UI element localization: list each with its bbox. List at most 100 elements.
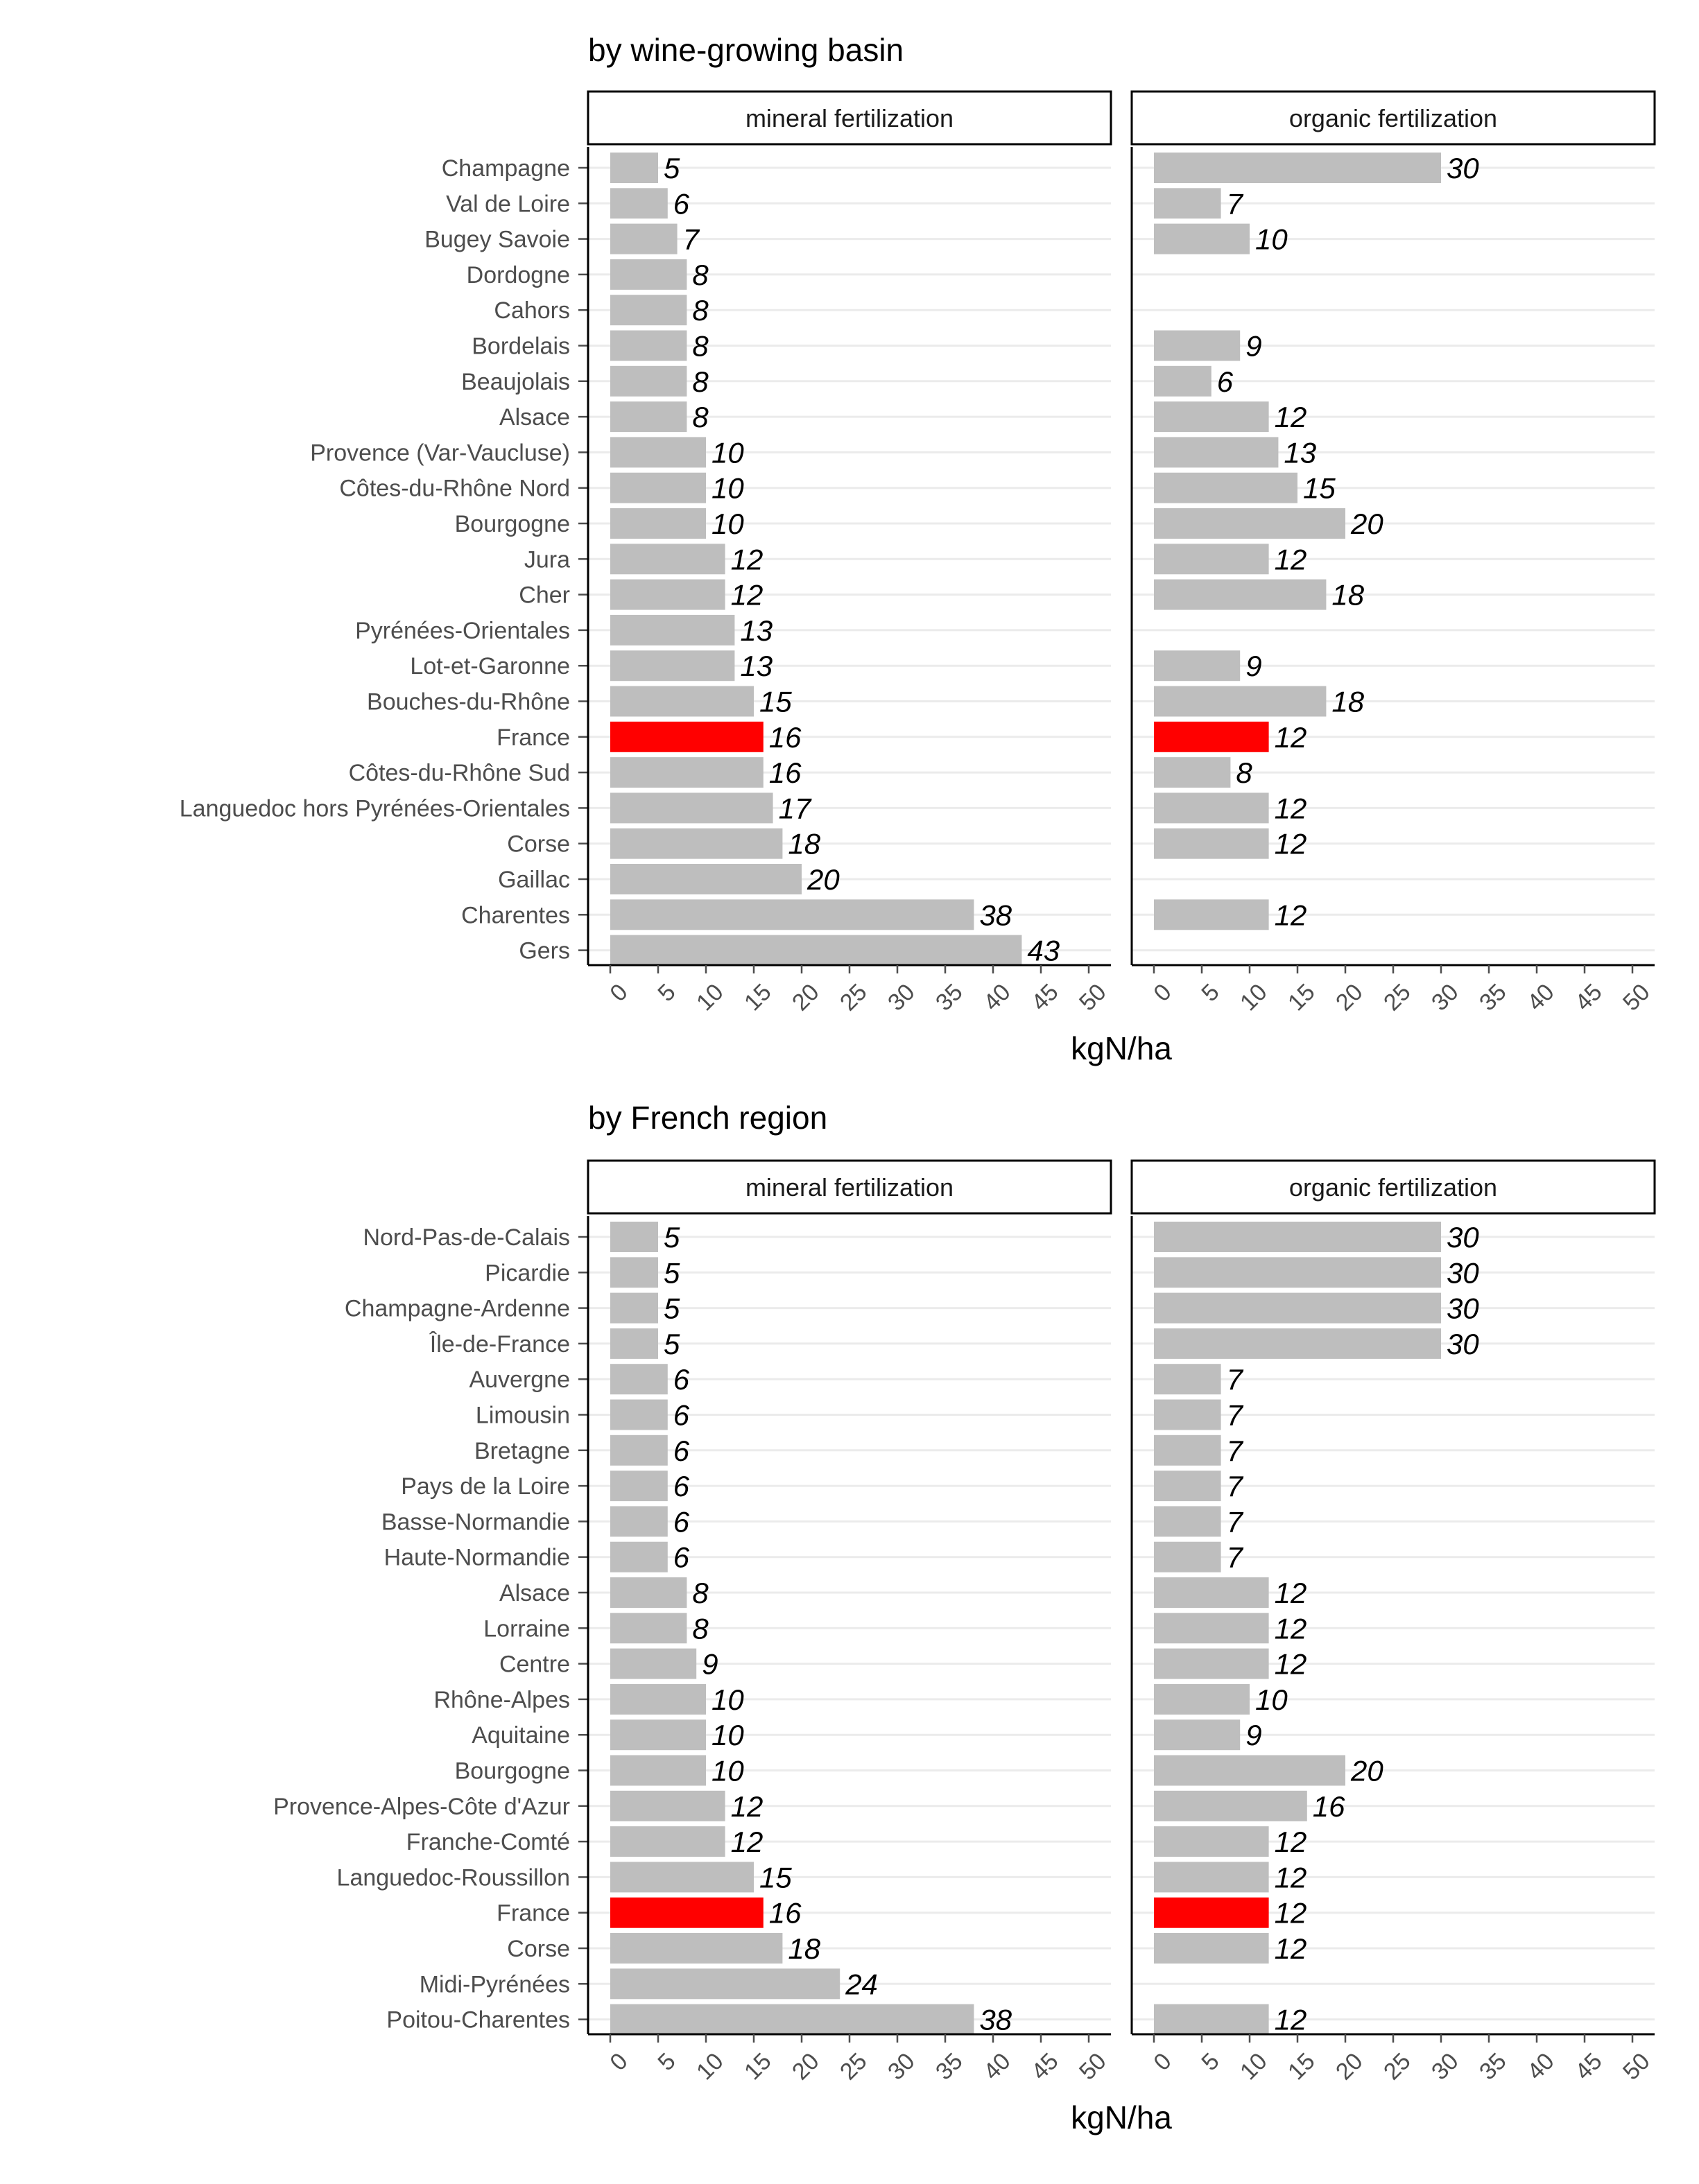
category-label: Provence (Var-Vaucluse) — [310, 440, 570, 466]
bar — [610, 935, 1022, 966]
data-label: 13 — [740, 650, 773, 682]
bar — [610, 1826, 725, 1857]
chart-title: by French region — [588, 1100, 827, 1136]
chart-0: by wine-growing basin Champagne Val de Loi… — [180, 32, 1656, 1066]
data-label: 15 — [1303, 472, 1336, 505]
category-label: Gers — [519, 938, 570, 964]
category-label: Côtes-du-Rhône Nord — [339, 476, 570, 502]
category-label: Languedoc-Roussillon — [337, 1864, 570, 1891]
bar — [1154, 2004, 1269, 2035]
x-tick-label: 45 — [1570, 2048, 1607, 2086]
x-tick-label: 5 — [653, 2048, 680, 2076]
bar — [610, 1222, 658, 1252]
category-label: Val de Loire — [446, 191, 570, 217]
x-tick-label: 50 — [1074, 2048, 1112, 2086]
bar — [610, 614, 735, 645]
bar — [610, 792, 773, 824]
x-tick-label: 25 — [1379, 2048, 1416, 2086]
category-label: Picardie — [485, 1260, 570, 1286]
data-label: 12 — [1275, 1897, 1307, 1930]
bar — [610, 153, 658, 183]
data-label: 9 — [1245, 330, 1261, 363]
data-label: 30 — [1447, 152, 1479, 184]
facet-strip-label: organic fertilization — [1289, 104, 1497, 132]
bar — [610, 259, 687, 290]
bar — [610, 2004, 974, 2035]
data-label: 15 — [759, 686, 792, 718]
bar — [1154, 544, 1269, 575]
x-tick-label: 40 — [1522, 979, 1560, 1016]
bar — [610, 1541, 668, 1572]
data-label: 5 — [664, 1292, 680, 1325]
x-tick-label: 25 — [835, 979, 872, 1016]
bar — [610, 437, 706, 468]
facet-strip — [1130, 1159, 1656, 1215]
category-label: Corse — [507, 831, 570, 858]
chart-1: by French region Nord-Pas-de-Calais Picard… — [273, 1100, 1656, 2135]
x-tick-label: 50 — [1618, 979, 1655, 1016]
bar — [610, 188, 668, 219]
data-label: 9 — [1245, 650, 1261, 682]
bar — [1154, 1399, 1221, 1430]
data-label: 30 — [1447, 1256, 1479, 1289]
category-label: Limousin — [476, 1403, 570, 1429]
x-tick-label: 45 — [1026, 979, 1064, 1016]
bar — [610, 1648, 697, 1679]
bar — [610, 295, 687, 326]
data-label: 5 — [664, 1221, 680, 1254]
bar — [1154, 1933, 1269, 1964]
bar — [610, 1506, 668, 1537]
bar — [610, 1328, 658, 1359]
data-label: 18 — [1331, 686, 1364, 718]
x-tick-label: 50 — [1618, 2048, 1655, 2086]
data-label: 30 — [1447, 1221, 1479, 1254]
bar — [610, 1257, 658, 1288]
data-label: 10 — [711, 436, 744, 469]
data-label: 12 — [1275, 899, 1307, 931]
data-label: 7 — [1227, 1470, 1244, 1502]
x-tick-label: 0 — [1148, 979, 1176, 1007]
bar — [610, 508, 706, 539]
x-tick-label: 10 — [1235, 2048, 1273, 2086]
data-label: 8 — [692, 401, 709, 433]
x-tick-label: 0 — [605, 2048, 632, 2076]
data-label: 12 — [1275, 721, 1307, 754]
bar — [1154, 330, 1241, 361]
bar — [1154, 1577, 1269, 1608]
data-label: 8 — [692, 259, 709, 291]
category-label: Centre — [499, 1652, 570, 1678]
data-label: 12 — [731, 579, 764, 612]
bar — [610, 1364, 668, 1395]
x-tick-label: 20 — [787, 2048, 825, 2086]
bar — [1154, 437, 1279, 468]
bar — [610, 757, 764, 788]
data-label: 10 — [711, 508, 744, 540]
x-tick-label: 35 — [931, 2048, 968, 2086]
bar — [1154, 650, 1241, 682]
bar — [610, 1577, 687, 1608]
bar — [1154, 828, 1269, 859]
data-label: 10 — [711, 1755, 744, 1787]
data-label: 12 — [1275, 828, 1307, 860]
bar — [610, 650, 735, 682]
x-tick-label: 30 — [1426, 979, 1464, 1016]
bar — [610, 1292, 658, 1324]
bar — [1154, 792, 1269, 824]
bar — [1154, 365, 1211, 397]
bar — [1154, 1683, 1250, 1715]
x-tick-label: 15 — [739, 2048, 777, 2086]
bar — [1154, 472, 1297, 503]
x-tick-label: 30 — [1426, 2048, 1464, 2086]
data-label: 8 — [692, 330, 709, 363]
bar — [1154, 1364, 1221, 1395]
data-label: 8 — [692, 365, 709, 398]
facet-strip-label: organic fertilization — [1289, 1173, 1497, 1202]
category-label: Bourgogne — [455, 511, 570, 537]
bar — [610, 401, 687, 433]
bar — [1154, 188, 1221, 219]
data-label: 43 — [1027, 935, 1060, 967]
data-label: 15 — [759, 1861, 792, 1893]
category-label: Dordogne — [467, 262, 570, 288]
data-label: 7 — [1227, 1541, 1244, 1574]
facet-strip-label: mineral fertilization — [745, 104, 954, 132]
